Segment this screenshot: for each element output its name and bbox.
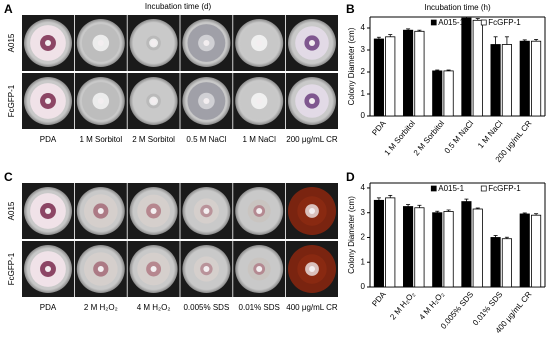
column-label: 0.5 M NaCl	[186, 135, 226, 144]
bar	[472, 208, 483, 288]
bar	[385, 197, 396, 288]
colony-core	[150, 266, 157, 272]
bar	[414, 30, 425, 117]
bar	[373, 199, 384, 288]
legend-swatch	[430, 19, 437, 26]
colony-core	[203, 266, 210, 272]
chart-title: Incubation time (h)	[424, 3, 491, 12]
column-label: 1 M Sorbitol	[79, 135, 122, 144]
panel-letter: A	[4, 2, 13, 16]
bar	[501, 238, 512, 288]
y-tick-label: 3	[361, 45, 366, 54]
column-label: PDA	[40, 303, 57, 312]
colony-core	[150, 98, 157, 104]
bar	[501, 44, 512, 117]
colony-core	[97, 98, 104, 104]
colony-core	[150, 208, 157, 214]
row-label: FcGFP-1	[7, 252, 16, 285]
bar	[461, 201, 472, 288]
colony-core	[97, 208, 104, 214]
row-label: A015	[7, 33, 16, 52]
colony-core	[309, 98, 315, 104]
bar	[403, 29, 414, 117]
y-tick-label: 0	[361, 111, 366, 120]
panel-letter: B	[346, 2, 355, 16]
legend-label: A015-1	[438, 184, 464, 193]
column-label: 0.01% SDS	[239, 303, 280, 312]
legend-swatch	[480, 19, 487, 26]
colony-core	[203, 40, 210, 46]
bar	[403, 206, 414, 288]
y-tick-label: 1	[361, 89, 366, 98]
bar	[519, 213, 530, 288]
bar	[385, 36, 396, 117]
bar	[531, 40, 542, 117]
legend-label: FcGFP-1	[488, 184, 521, 193]
colony-core	[45, 208, 51, 214]
colony-core	[203, 208, 210, 214]
colony-core	[256, 208, 263, 214]
y-tick-label: 1	[361, 257, 366, 266]
colony-core	[309, 208, 315, 214]
colony-core	[309, 266, 315, 272]
x-tick-label: 4 M H₂O₂	[417, 290, 446, 322]
x-tick-label: 2 M Sorbitol	[412, 119, 446, 158]
bar	[443, 211, 454, 288]
y-tick-label: 2	[361, 67, 366, 76]
column-label: 0.005% SDS	[183, 303, 229, 312]
colony-core	[309, 40, 315, 46]
bar	[373, 38, 384, 117]
colony-core	[256, 40, 263, 46]
colony-core	[150, 40, 157, 46]
x-tick-label: 2 M H₂O₂	[388, 290, 417, 322]
bar	[490, 237, 501, 288]
colony-core	[256, 266, 263, 272]
bar	[531, 214, 542, 288]
colony-core	[256, 98, 263, 104]
panel-letter: C	[4, 170, 13, 184]
colony-core	[97, 266, 104, 272]
column-label: 4 M H₂O₂	[137, 303, 171, 312]
x-tick-label: PDA	[370, 289, 388, 308]
colony-core	[45, 266, 51, 272]
bar	[414, 207, 425, 288]
column-label: 1 M NaCl	[243, 135, 277, 144]
panel-title: Incubation time (d)	[145, 2, 212, 11]
y-tick-label: 3	[361, 208, 366, 217]
colony-core	[45, 98, 51, 104]
x-tick-label: 0.5 M NaCl	[443, 119, 476, 156]
colony-core	[45, 40, 51, 46]
y-tick-label: 4	[361, 23, 366, 32]
legend-label: A015-1	[438, 18, 464, 27]
legend-label: FcGFP-1	[488, 18, 521, 27]
bar	[461, 17, 472, 117]
y-axis-label: Colony Diameter (cm)	[347, 196, 356, 274]
column-label: 200 μg/mL CR	[286, 135, 338, 144]
bar	[490, 44, 501, 117]
bar	[519, 40, 530, 117]
row-label: FcGFP-1	[7, 84, 16, 117]
bar	[432, 212, 443, 288]
y-tick-label: 0	[361, 282, 366, 291]
y-axis-label: Colony Diameter (cm)	[347, 27, 356, 105]
row-label: A015	[7, 201, 16, 220]
x-tick-label: PDA	[370, 118, 388, 137]
column-label: 2 M H₂O₂	[84, 303, 118, 312]
y-tick-label: 4	[361, 183, 366, 192]
x-tick-label: 1 M NaCl	[476, 119, 504, 150]
column-label: 400 μg/mL CR	[286, 303, 338, 312]
legend-swatch	[480, 185, 487, 192]
bar	[432, 70, 443, 117]
panel-letter: D	[346, 170, 355, 184]
bar	[443, 70, 454, 117]
bar	[472, 19, 483, 117]
legend-swatch	[430, 185, 437, 192]
column-label: 2 M Sorbitol	[132, 135, 175, 144]
y-tick-label: 2	[361, 233, 366, 242]
colony-core	[203, 98, 210, 104]
column-label: PDA	[40, 135, 57, 144]
colony-core	[97, 40, 104, 46]
